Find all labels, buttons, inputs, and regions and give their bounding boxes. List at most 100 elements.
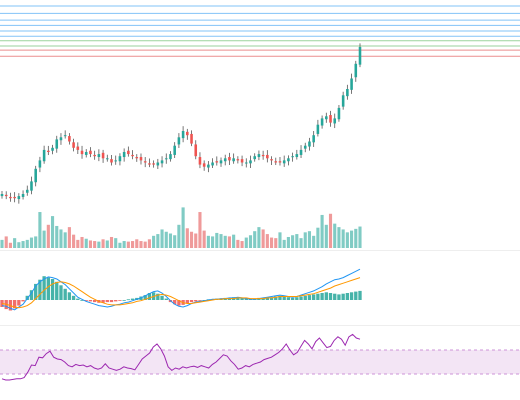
- macd-histogram-bar-46: [194, 300, 198, 302]
- macd-histogram-bar-7: [29, 290, 34, 300]
- candle-body-11: [47, 150, 50, 152]
- candle-body-41: [173, 145, 176, 155]
- macd-histogram-bar-71: [299, 296, 303, 300]
- volume-bar-16: [67, 227, 71, 248]
- volume-bar-52: [219, 234, 223, 248]
- candle-body-1: [4, 194, 8, 197]
- candle-body-74: [312, 135, 315, 143]
- volume-bar-81: [341, 229, 345, 248]
- candle-body-25: [106, 158, 109, 160]
- candle-body-81: [341, 95, 345, 107]
- candle-body-85: [358, 47, 362, 65]
- panel-dividers: [0, 250, 520, 326]
- volume-bar-31: [131, 241, 135, 248]
- candle-body-77: [325, 116, 328, 120]
- candle-body-51: [215, 161, 219, 163]
- volume-bar-70: [295, 234, 299, 248]
- macd-histogram-bar-83: [349, 292, 354, 300]
- candle-body-16: [68, 136, 71, 142]
- volume-bar-1: [4, 236, 8, 248]
- candle-body-48: [202, 163, 206, 167]
- volume-bar-35: [147, 239, 151, 248]
- candle-body-38: [160, 160, 164, 164]
- volume-bar-72: [303, 232, 307, 248]
- macd-histogram-bar-47: [198, 300, 202, 301]
- volume-bar-34: [143, 241, 147, 248]
- candle-body-32: [135, 157, 139, 159]
- candle-body-76: [320, 118, 324, 126]
- volume-bar-13: [55, 225, 59, 248]
- macd-histogram-bar-15: [63, 288, 67, 300]
- volume-bar-32: [135, 239, 139, 248]
- volume-bar-77: [324, 224, 328, 248]
- volume-bar-44: [185, 228, 189, 248]
- volume-bar-85: [358, 226, 362, 248]
- macd-histogram-bar-84: [354, 291, 358, 300]
- volume-bar-53: [223, 235, 227, 248]
- macd-histogram-bar-63: [265, 297, 270, 300]
- candle-body-72: [303, 145, 307, 149]
- macd-histogram-bar-73: [307, 295, 312, 300]
- candle-body-40: [169, 154, 172, 160]
- candle-body-33: [139, 157, 143, 161]
- volume-bar-46: [194, 233, 198, 248]
- volume-bar-56: [236, 239, 240, 248]
- candle-body-43: [181, 131, 185, 139]
- macd-histogram-bar-3: [12, 300, 17, 309]
- macd-signal-line: [1, 277, 361, 309]
- macd-histogram-bar-41: [173, 300, 177, 305]
- candle-body-35: [148, 163, 151, 165]
- volume-bar-45: [189, 231, 194, 248]
- volume-bar-10: [42, 230, 46, 248]
- macd-histogram-bar-21: [88, 300, 93, 302]
- candle-body-6: [25, 189, 29, 193]
- macd-histogram-bar-31: [130, 298, 135, 300]
- macd-histogram-bar-27: [114, 300, 118, 302]
- candle-body-20: [84, 152, 88, 155]
- candle-body-63: [266, 154, 269, 159]
- volume-bar-84: [354, 228, 358, 248]
- volume-bar-82: [345, 232, 349, 248]
- volume-bar-62: [261, 229, 265, 248]
- macd-histogram-bar-13: [55, 281, 59, 300]
- candle-body-79: [333, 118, 337, 124]
- candle-body-18: [76, 146, 80, 150]
- macd-histogram-bar-80: [337, 294, 341, 300]
- candle-body-60: [253, 156, 256, 160]
- volume-bar-51: [215, 232, 219, 248]
- candle-body-9: [38, 160, 42, 168]
- macd-histogram-bar-24: [101, 300, 105, 303]
- candle-body-67: [282, 160, 286, 164]
- candle-body-31: [131, 154, 134, 157]
- volume-bar-50: [211, 236, 215, 248]
- volume-bar-57: [240, 241, 244, 248]
- volume-bar-24: [101, 239, 105, 248]
- volume-bar-36: [152, 235, 156, 248]
- macd-histogram-bar-39: [164, 298, 168, 300]
- macd-histogram-bar-85: [358, 290, 362, 300]
- candle-body-69: [291, 156, 294, 158]
- macd-histogram-bar-11: [46, 277, 50, 300]
- candle-body-34: [143, 161, 147, 163]
- volume-bar-55: [232, 234, 236, 248]
- candle-body-15: [63, 135, 67, 137]
- volume-bar-17: [72, 234, 76, 248]
- macd-histogram-bar-68: [286, 297, 291, 300]
- volume-bar-58: [244, 237, 248, 248]
- candle-body-39: [164, 158, 168, 160]
- macd-histogram-bar-8: [34, 283, 38, 300]
- macd-histogram-bar-19: [80, 300, 84, 301]
- candle-body-80: [337, 107, 341, 120]
- volume-bar-23: [97, 241, 101, 248]
- macd-histogram-bar-10: [42, 276, 46, 300]
- candle-body-75: [316, 124, 320, 134]
- macd-histogram-bar-14: [59, 285, 63, 300]
- volume-bar-61: [257, 227, 261, 248]
- volume-bar-12: [50, 216, 55, 248]
- volume-bar-11: [46, 224, 50, 248]
- macd-histogram-bar-0: [0, 300, 4, 307]
- candle-body-66: [278, 161, 282, 163]
- candle-body-24: [101, 152, 105, 159]
